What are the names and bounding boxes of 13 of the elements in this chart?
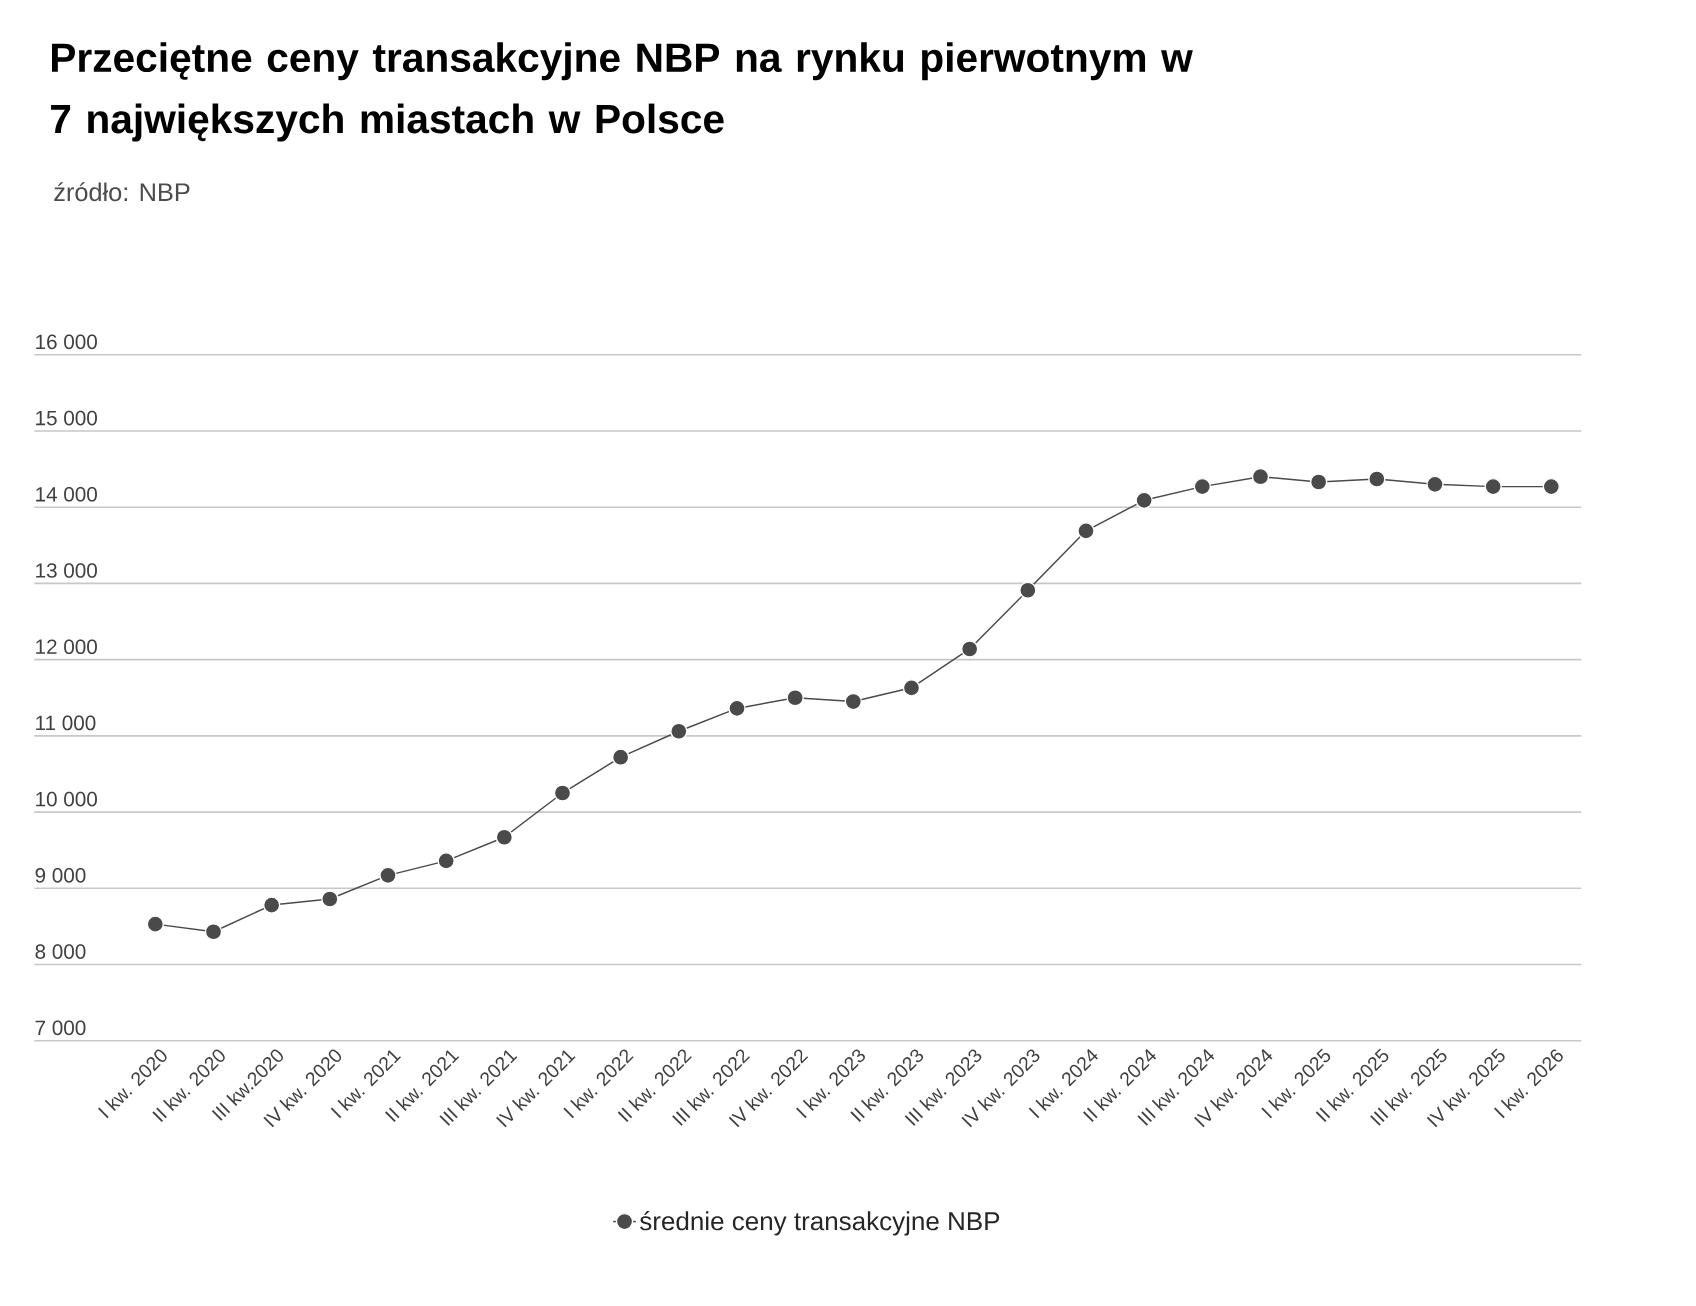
y-tick-label: 11 000 xyxy=(36,715,96,731)
text: źródło: NBP xyxy=(54,182,190,202)
y-tick-label: 16 000 xyxy=(36,334,97,350)
y-tick-label: 9 000 xyxy=(35,868,86,883)
chart-title: Przeciętne ceny transakcyjne NBP na rynku pierwotnym w 7 największych miastach w Polsce xyxy=(51,42,1193,142)
legend-label: średnie ceny transakcyjne NBP xyxy=(640,1210,1000,1236)
y-tick-label: 7 000 xyxy=(35,1020,86,1036)
y-tick-label: 10 000 xyxy=(36,791,97,807)
y-tick-label: 13 000 xyxy=(36,563,97,578)
y-tick-label: 12 000 xyxy=(36,639,97,655)
y-tick-label: 8 000 xyxy=(35,944,86,959)
y-tick-label: 15 000 xyxy=(36,410,97,426)
y-tick-label: 14 000 xyxy=(36,486,97,502)
